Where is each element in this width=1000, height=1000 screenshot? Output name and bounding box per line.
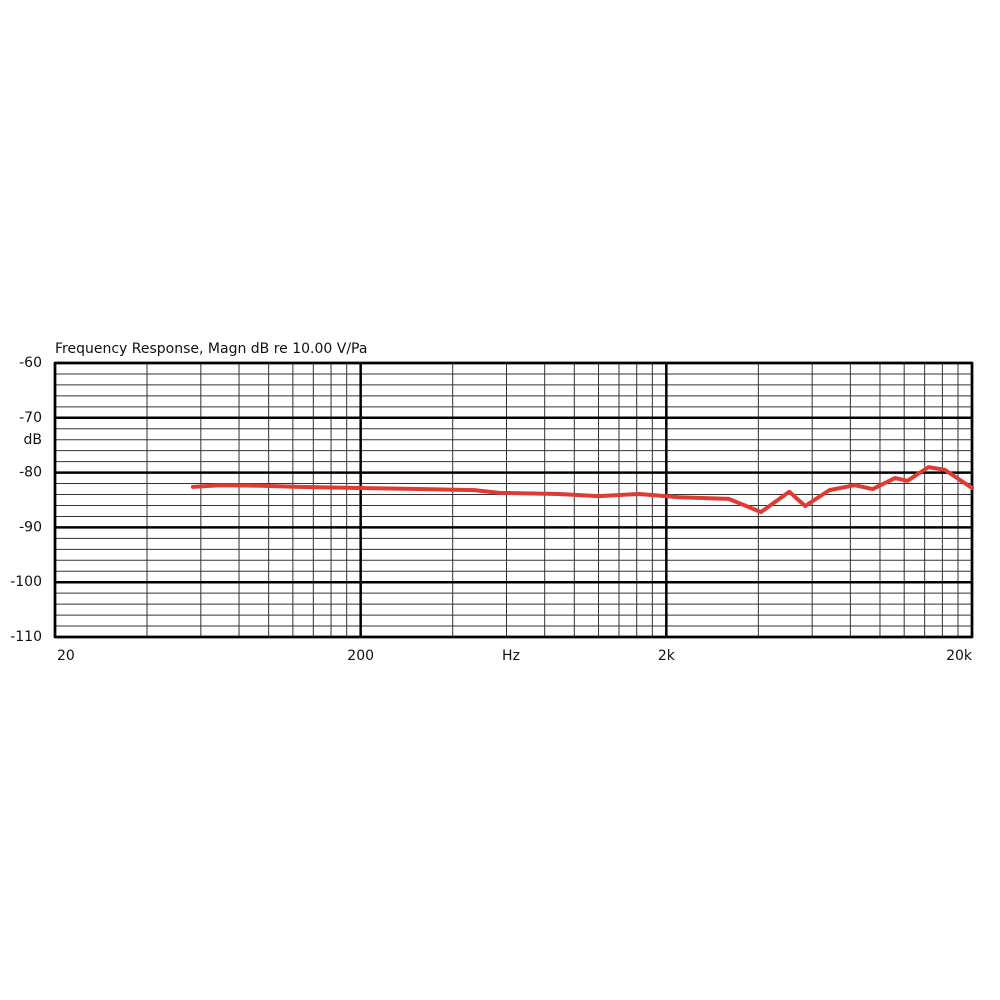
x-tick-label: 20k xyxy=(946,648,973,664)
x-axis-label: Hz xyxy=(502,648,520,664)
y-tick-label: -100 xyxy=(10,574,42,590)
chart-title: Frequency Response, Magn dB re 10.00 V/P… xyxy=(55,341,367,357)
plot-frame xyxy=(53,361,974,639)
x-tick-label: 2k xyxy=(658,648,676,664)
y-tick-label: -80 xyxy=(19,465,42,481)
x-tick-label: 200 xyxy=(347,648,374,664)
y-axis-label: dB xyxy=(24,432,43,448)
y-tick-label: -90 xyxy=(19,519,42,535)
x-tick-label: 20 xyxy=(57,648,75,664)
y-tick-label: -110 xyxy=(10,629,42,645)
y-tick-label: -60 xyxy=(19,355,42,371)
y-tick-label: -70 xyxy=(19,410,42,426)
response-line xyxy=(190,465,974,515)
